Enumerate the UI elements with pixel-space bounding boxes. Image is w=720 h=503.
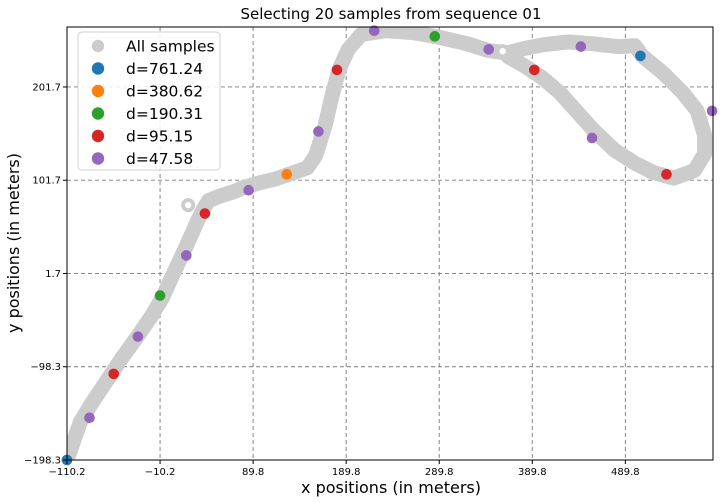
legend-marker (91, 84, 105, 98)
sample-point (199, 208, 211, 219)
plot-frame (66, 26, 714, 461)
x-tick-label: 489.8 (611, 467, 640, 478)
sample-point (575, 41, 587, 52)
x-tick-label: 389.8 (518, 467, 547, 478)
legend-label: d=95.15 (126, 128, 193, 146)
legend-marker (91, 107, 105, 120)
y-tick-label: 201.7 (32, 82, 61, 93)
trajectory-loop-hole (499, 48, 506, 55)
legend-marker (91, 39, 105, 53)
x-tick-label: 289.8 (425, 467, 454, 478)
sample-point (180, 250, 192, 261)
trajectory-layer (67, 27, 713, 460)
y-tick-label: 1.7 (45, 269, 61, 280)
sample-point (635, 50, 646, 62)
legend: All samples d=761.24 d=380.62 d=190.31 d=95.… (77, 31, 221, 171)
x-tick-label: 89.8 (242, 467, 264, 478)
sample-point (84, 412, 95, 424)
sample-point (661, 169, 672, 180)
x-tick-label: −10.2 (145, 467, 176, 478)
x-axis-label: x positions (in meters) (301, 478, 481, 497)
legend-label: d=761.24 (126, 60, 203, 78)
x-axis-ticks: −110.2 −10.2 89.8 189.8 289.8 389.8 489.8 (48, 460, 640, 478)
sample-point (154, 290, 166, 301)
sample-point (368, 25, 380, 37)
trajectory-loop-hole (184, 201, 192, 209)
all-samples-trajectory (67, 27, 713, 460)
legend-box (77, 31, 221, 171)
y-tick-label: −98.3 (30, 362, 61, 373)
x-tick-label: −110.2 (48, 467, 85, 478)
sample-point (281, 169, 293, 180)
sample-point (429, 31, 441, 42)
legend-marker (91, 129, 105, 143)
legend-label: d=190.31 (126, 105, 203, 123)
sample-point (108, 368, 120, 380)
legend-marker (91, 152, 105, 165)
y-tick-label: −198.3 (24, 456, 61, 467)
sample-point (132, 331, 144, 342)
y-tick-label: 101.7 (32, 176, 61, 187)
y-axis-label: y positions (in meters) (4, 153, 23, 333)
sample-point (243, 184, 254, 196)
sample-point (586, 132, 598, 144)
sample-point (313, 126, 324, 137)
legend-label: d=380.62 (126, 83, 203, 101)
x-tick-label: 189.8 (332, 467, 361, 478)
legend-marker (91, 62, 105, 75)
sample-point (483, 44, 495, 55)
chart-title: Selecting 20 samples from sequence 01 (240, 5, 541, 23)
sample-point (706, 105, 718, 117)
y-axis-ticks: −198.3 −98.3 1.7 101.7 201.7 (24, 82, 67, 467)
sample-point (331, 64, 343, 76)
sample-point (529, 64, 540, 76)
legend-label: All samples (126, 38, 215, 56)
legend-label: d=47.58 (126, 150, 193, 168)
